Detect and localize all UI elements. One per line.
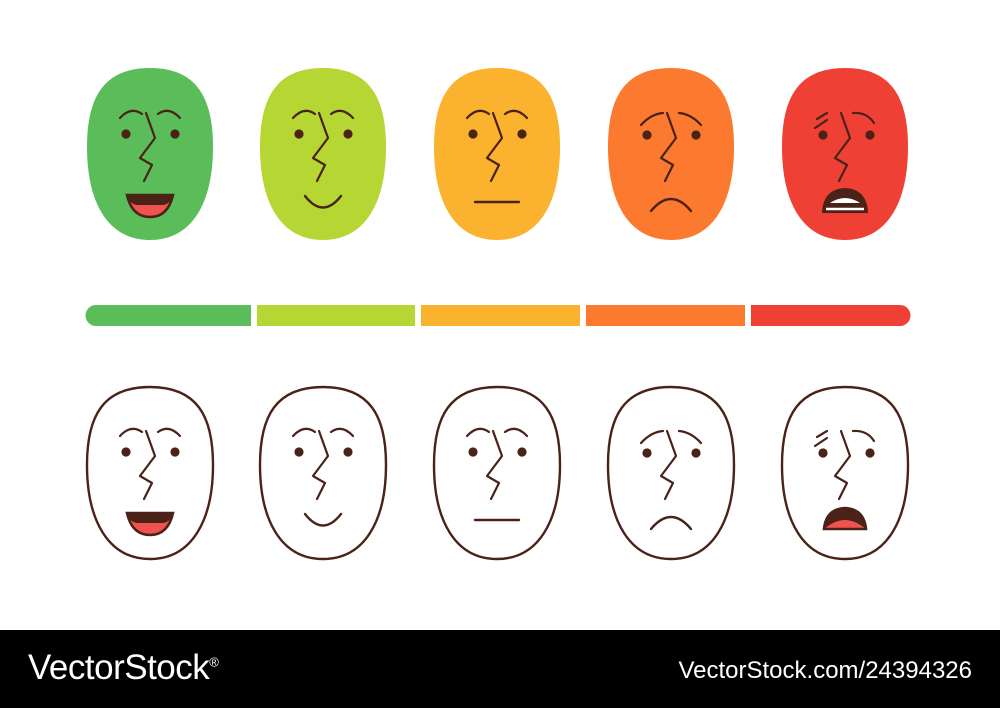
face-outline xyxy=(780,385,910,561)
nose xyxy=(311,429,330,501)
frown-mouth xyxy=(649,197,693,213)
nose xyxy=(485,429,504,501)
very-happy-face-colored xyxy=(87,68,213,240)
brand-name: VectorStock xyxy=(28,648,210,687)
scale-segment-4 xyxy=(586,305,745,326)
neutral-face-outline xyxy=(432,385,562,561)
smile-mouth xyxy=(303,194,343,209)
open-smile-mouth xyxy=(125,511,175,537)
scale-segment-3 xyxy=(421,305,580,326)
very-sad-face-colored xyxy=(782,68,908,240)
face-shape xyxy=(608,68,734,240)
very-sad-face-outline xyxy=(780,385,910,561)
face-outline xyxy=(85,385,215,561)
nose xyxy=(138,429,157,501)
colored-faces-row xyxy=(87,68,908,240)
face-shape xyxy=(782,68,908,240)
shocked-mouth xyxy=(822,188,868,213)
face-shape xyxy=(434,68,560,240)
sad-face-outline xyxy=(606,385,736,561)
open-smile-mouth xyxy=(125,193,175,219)
neutral-face-colored xyxy=(434,68,560,240)
happy-face-outline xyxy=(258,385,388,561)
sad-face-colored xyxy=(608,68,734,240)
face-outline xyxy=(432,385,562,561)
happy-face-colored xyxy=(260,68,386,240)
smile-mouth xyxy=(303,512,343,527)
registered-mark: ® xyxy=(209,654,219,670)
face-outline xyxy=(258,385,388,561)
nose xyxy=(659,429,678,501)
rating-scale-bar xyxy=(85,305,911,326)
face-outline xyxy=(606,385,736,561)
scale-segment-2 xyxy=(257,305,415,326)
outline-faces-row xyxy=(85,385,910,561)
watermark-footer: VectorStock® VectorStock.com/24394326 xyxy=(0,630,1000,708)
nose xyxy=(833,429,852,501)
emoji-rating-artwork xyxy=(85,68,911,561)
face-shape xyxy=(87,68,213,240)
shocked-mouth xyxy=(822,506,868,531)
face-shape xyxy=(260,68,386,240)
scale-segment-5 xyxy=(751,305,911,326)
scale-segment-1 xyxy=(85,305,252,326)
image-id-url[interactable]: VectorStock.com/24394326 xyxy=(678,657,972,684)
frown-mouth xyxy=(649,515,693,531)
vectorstock-logo[interactable]: VectorStock® xyxy=(28,648,219,688)
very-happy-face-outline xyxy=(85,385,215,561)
